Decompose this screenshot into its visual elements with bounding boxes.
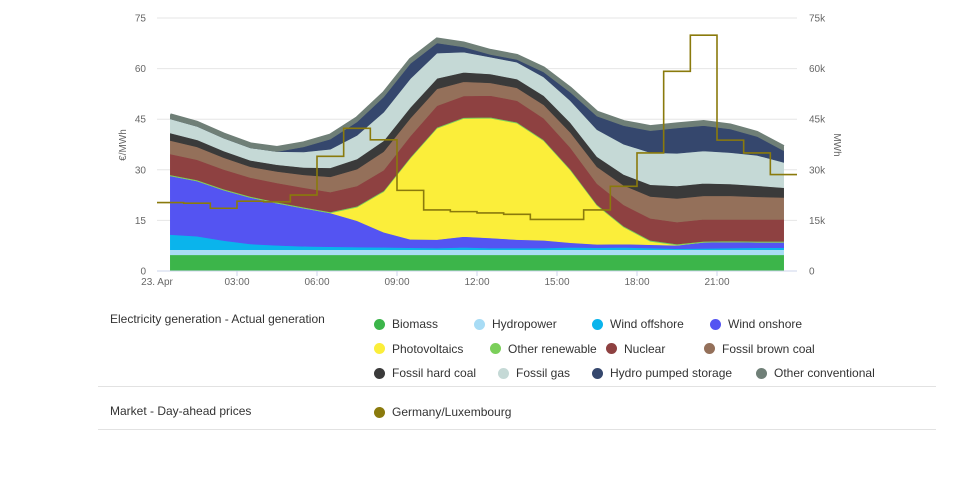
y-left-tick-label: 30 <box>135 165 147 176</box>
y-right-tick-label: 15k <box>809 216 826 227</box>
y-right-tick-label: 45k <box>809 115 826 126</box>
x-tick-label: 12:00 <box>464 277 489 288</box>
legend-item-biomass[interactable]: Biomass <box>374 317 474 331</box>
area-hydropower <box>170 249 784 256</box>
legend-marker <box>592 318 603 330</box>
area-top-outline <box>169 37 785 150</box>
legend-item-label: Germany/Luxembourg <box>392 405 512 419</box>
y-left-axis-title: €/MWh <box>118 129 129 161</box>
legend-item-label: Nuclear <box>624 341 666 356</box>
y-right-axis-title: MWh <box>831 133 842 156</box>
legend-marker <box>374 367 385 379</box>
legend-marker <box>498 367 509 379</box>
y-left-tick-label: 0 <box>140 267 146 278</box>
y-left-tick-label: 60 <box>135 64 147 75</box>
legend-item-fossil-hard-coal[interactable]: Fossil hard coal <box>374 366 498 380</box>
x-tick-label: 23. Apr <box>141 277 173 288</box>
legend-item-label: Hydro pumped storage <box>610 366 733 381</box>
legend-item-wind-onshore[interactable]: Wind onshore <box>710 317 830 331</box>
legend-row: Photovoltaics Other renewable Nuclear Fossi… <box>374 337 876 362</box>
legend-item-label: Wind offshore <box>610 317 684 332</box>
legend-marker <box>374 343 385 355</box>
legend-marker <box>710 318 721 330</box>
legend-item-label: Photovoltaics <box>392 341 464 356</box>
legend-item-hydro-pumped-storage[interactable]: Hydro pumped storage <box>592 366 756 380</box>
legend-item-label: Fossil hard coal <box>392 366 477 381</box>
y-right-tick-label: 0 <box>809 267 815 278</box>
legend-item-label: Other conventional <box>774 366 875 381</box>
legend-item-label: Biomass <box>392 317 439 332</box>
legend-item-wind-offshore[interactable]: Wind offshore <box>592 317 710 331</box>
legend-section-title: Market - Day-ahead prices <box>110 404 252 418</box>
legend-item-other-conventional[interactable]: Other conventional <box>756 366 876 380</box>
y-right-tick-label: 60k <box>809 64 826 75</box>
legend-item-other-renewable[interactable]: Other renewable <box>490 342 606 356</box>
legend-marker <box>592 367 603 379</box>
y-left-tick-label: 45 <box>135 115 147 126</box>
y-left-tick-label: 75 <box>135 14 147 25</box>
legend-marker <box>606 343 617 355</box>
legend-item-fossil-gas[interactable]: Fossil gas <box>498 366 592 380</box>
legend-marker <box>704 343 715 355</box>
legend-grid: Biomass Hydropower Wind offshore Wind onsho… <box>374 312 876 386</box>
x-tick-label: 15:00 <box>544 277 569 288</box>
area-biomass <box>170 254 784 272</box>
x-tick-label: 18:00 <box>624 277 649 288</box>
legend-item-label: Other renewable <box>508 341 597 356</box>
generation-chart: 0 15 30 45 60 75 0 15k 30k 45k 60k 75k €/MWh MWh 23. A… <box>118 14 842 289</box>
legend-item-germany-luxembourg[interactable]: Germany/Luxembourg <box>374 405 511 419</box>
legend-item-label: Hydropower <box>492 317 557 332</box>
legend-item-label: Fossil brown coal <box>722 341 815 356</box>
chart-area: 0 15 30 45 60 75 0 15k 30k 45k 60k 75k €/MWh MWh 23. A… <box>118 14 842 289</box>
x-tick-label: 09:00 <box>384 277 409 288</box>
legend-marker <box>474 318 485 330</box>
legend-item-label: Wind onshore <box>728 317 803 332</box>
legend-item-label: Fossil gas <box>516 366 571 381</box>
legend-row: Fossil hard coal Fossil gas Hydro pumped s… <box>374 361 876 386</box>
legend-section-title: Electricity generation - Actual generati… <box>110 312 325 326</box>
legend-item-fossil-brown-coal[interactable]: Fossil brown coal <box>704 342 824 356</box>
legend-item-photovoltaics[interactable]: Photovoltaics <box>374 342 490 356</box>
legend-item-hydropower[interactable]: Hydropower <box>474 317 592 331</box>
legend-row: Biomass Hydropower Wind offshore Wind onsho… <box>374 312 876 337</box>
legend-item-nuclear[interactable]: Nuclear <box>606 342 704 356</box>
legend-marker <box>490 343 501 355</box>
x-tick-label: 06:00 <box>304 277 329 288</box>
y-left-tick-label: 15 <box>135 216 147 227</box>
legend-section-generation: Electricity generation - Actual generati… <box>98 300 936 387</box>
legend-section-market: Market - Day-ahead prices Germany/Luxemb… <box>98 387 936 430</box>
x-tick-label: 03:00 <box>224 277 249 288</box>
y-right-tick-label: 30k <box>809 165 826 176</box>
price-line-germany-luxembourg <box>157 34 797 221</box>
legend-marker <box>374 406 385 418</box>
legend-marker <box>374 318 385 330</box>
legend-marker <box>756 367 767 379</box>
x-tick-label: 21:00 <box>704 277 729 288</box>
y-right-tick-label: 75k <box>809 14 826 25</box>
